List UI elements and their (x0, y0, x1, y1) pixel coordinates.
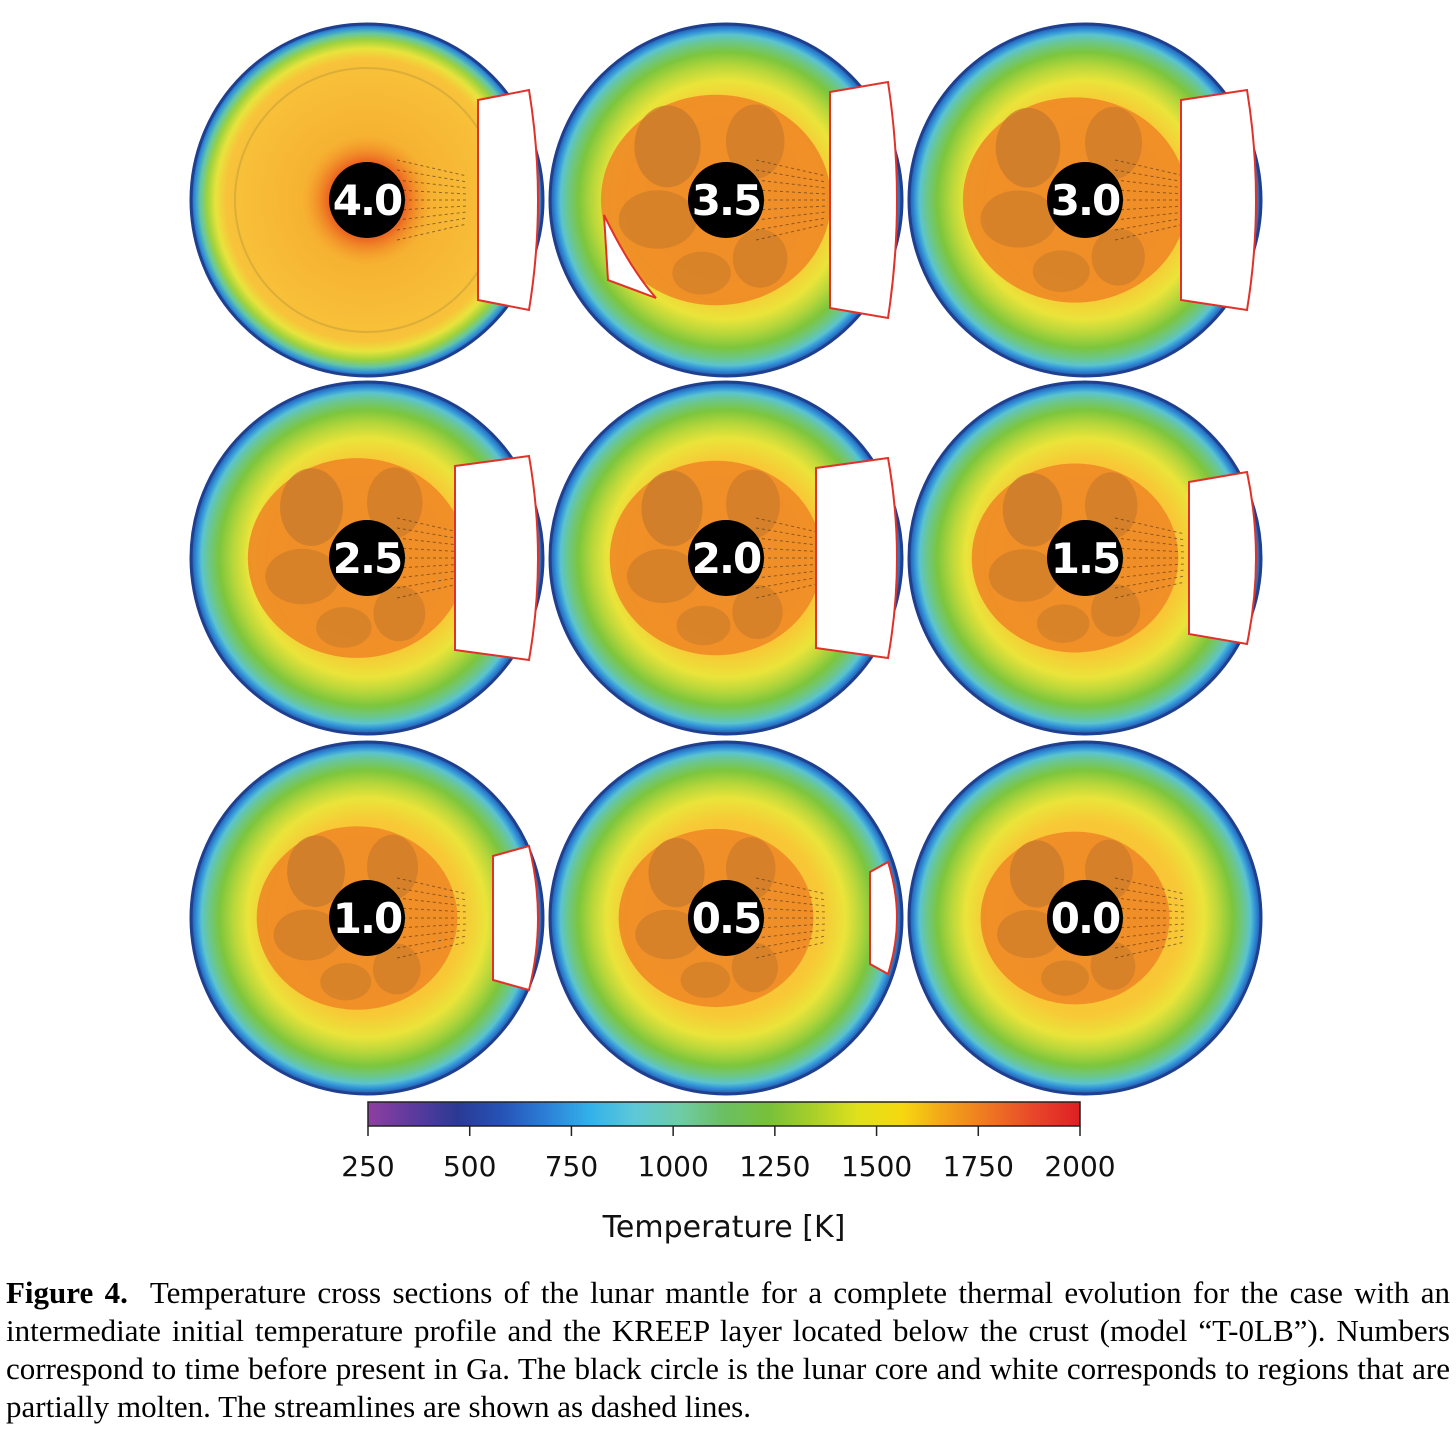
time-label: 2.0 (692, 534, 761, 583)
partial-melt-region (869, 860, 898, 976)
colorbar-title: Temperature [K] (602, 1210, 846, 1245)
partial-melt-region (492, 844, 539, 992)
lunar-core (329, 520, 405, 596)
colorbar-tick-label: 500 (443, 1150, 496, 1183)
colorbar-tick-label: 1250 (739, 1150, 810, 1183)
cross-section-panel: 2.0 (548, 380, 904, 736)
cross-section-panels: 4.0 3.5 3.0 2.5 2.0 1.5 1.0 0.5 0.0 (189, 22, 1263, 1096)
cross-section-panel: 3.5 (548, 22, 904, 378)
colorbar-bar (367, 1101, 1081, 1127)
colorbar-tick-label: 2000 (1044, 1150, 1115, 1183)
lunar-core (688, 520, 764, 596)
time-label: 3.5 (692, 176, 760, 225)
cross-section-panel: 4.0 (189, 22, 545, 378)
cross-section-panel: 1.5 (907, 380, 1263, 736)
cross-section-panel: 0.5 (548, 740, 904, 1096)
colorbar-tick-label: 1750 (943, 1150, 1014, 1183)
colorbar-tick-label: 250 (341, 1150, 394, 1183)
temperature-colorbar: 250 500 750 1000 1250 1500 1750 2000 Temperatur… (341, 1101, 1116, 1245)
colorbar-tick-label: 1000 (638, 1150, 709, 1183)
time-label: 1.0 (333, 894, 402, 943)
time-label: 3.0 (1051, 176, 1120, 225)
cross-section-panel: 2.5 (189, 380, 545, 736)
lunar-core (1047, 880, 1123, 956)
cross-section-panel: 1.0 (189, 740, 545, 1096)
partial-melt-region (477, 88, 539, 312)
caption-label: Figure 4. (6, 1275, 128, 1310)
time-label: 0.5 (692, 894, 760, 943)
lunar-core (688, 162, 764, 238)
lunar-core (329, 880, 405, 956)
figure-caption: Figure 4. Temperature cross sections of t… (6, 1274, 1450, 1426)
lunar-core (688, 880, 764, 956)
lunar-core (1047, 520, 1123, 596)
time-label: 1.5 (1051, 534, 1119, 583)
partial-melt-region (454, 454, 539, 662)
figure: 4.0 3.5 3.0 2.5 2.0 1.5 1.0 0.5 0.0 250 500 750 100… (189, 22, 1263, 1245)
lunar-core (329, 162, 405, 238)
colorbar-tick-label: 1500 (841, 1150, 912, 1183)
lunar-core (1047, 162, 1123, 238)
time-label: 0.0 (1051, 894, 1120, 943)
time-label: 4.0 (333, 176, 402, 225)
partial-melt-region (1188, 470, 1257, 646)
colorbar-tick-label: 750 (545, 1150, 598, 1183)
partial-melt-region (815, 456, 898, 660)
colorbar-ticks: 250 500 750 1000 1250 1500 1750 2000 (341, 1126, 1116, 1183)
partial-melt-region (1180, 88, 1257, 312)
convection-cells (247, 458, 467, 658)
figure-graphic: 4.0 3.5 3.0 2.5 2.0 1.5 1.0 0.5 0.0 250 500 750 100… (189, 22, 1263, 1245)
cross-section-panel: 3.0 (907, 22, 1263, 378)
cross-section-panel: 0.0 (907, 740, 1263, 1096)
partial-melt-region (603, 214, 657, 299)
caption-text: Temperature cross sections of the lunar … (6, 1275, 1451, 1424)
partial-melt-region (829, 80, 898, 320)
time-label: 2.5 (333, 534, 401, 583)
